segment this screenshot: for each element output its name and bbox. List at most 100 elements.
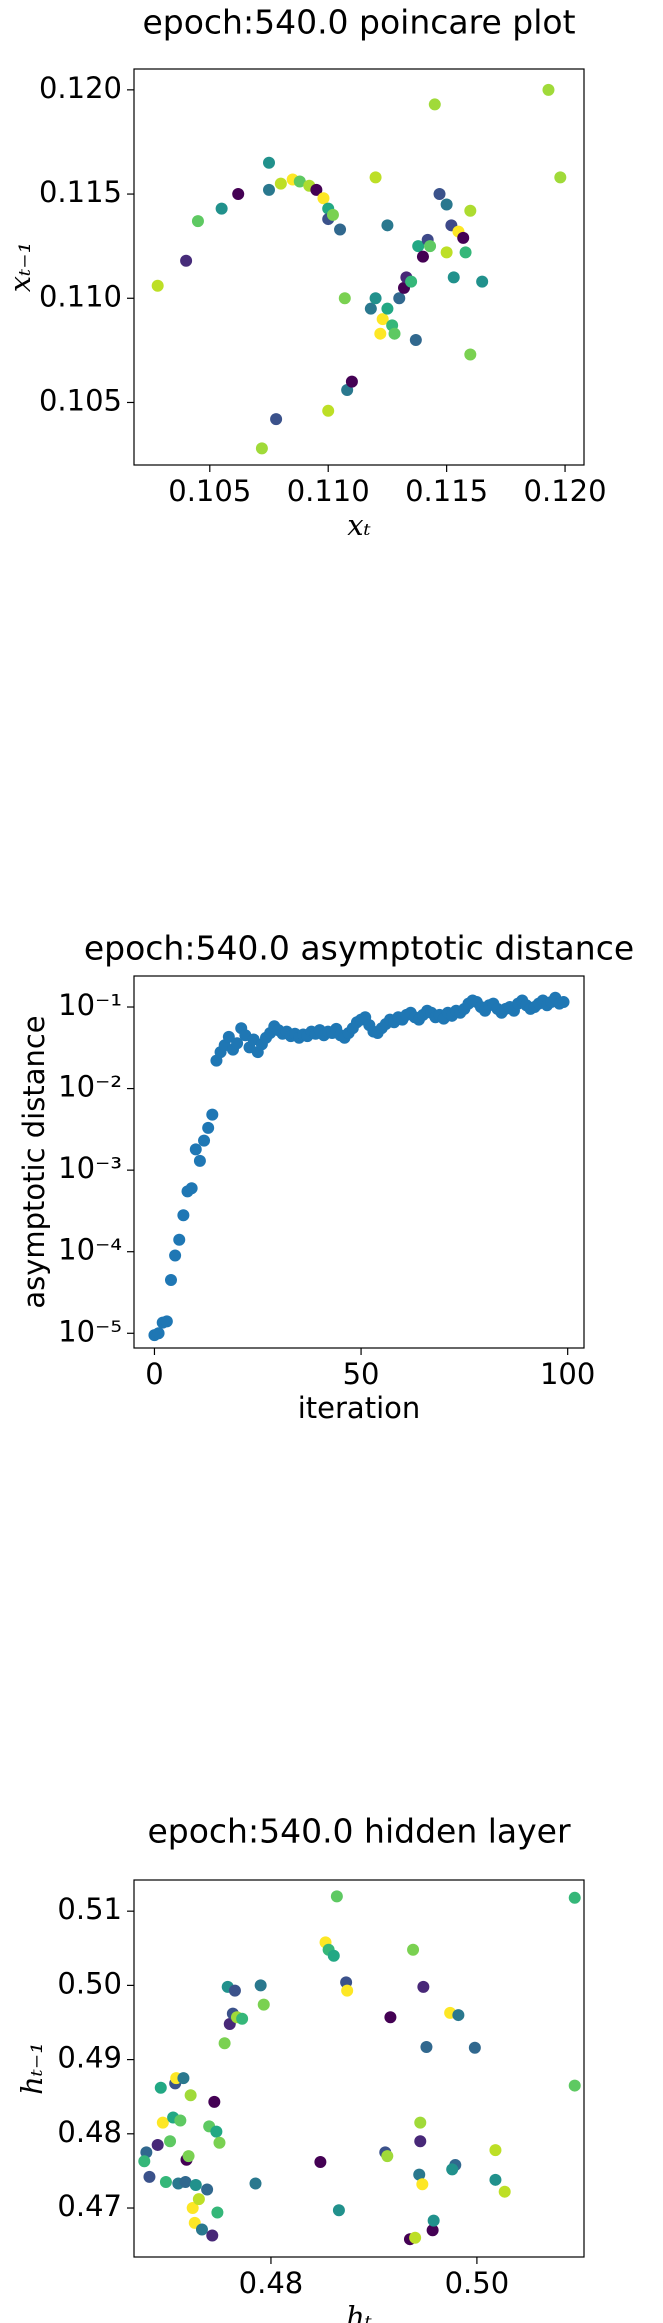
x-axis-label: iteration xyxy=(298,1391,421,1425)
point xyxy=(476,275,489,288)
point xyxy=(452,2009,465,2022)
x-tick-label: 0.50 xyxy=(445,2266,510,2300)
axes-frame xyxy=(133,68,585,466)
chart-title: epoch:540.0 hidden layer xyxy=(147,1812,570,1851)
point xyxy=(407,1943,420,1956)
point xyxy=(151,2138,164,2151)
y-tick-label: 0.51 xyxy=(57,1892,122,1926)
x-tick-label: 0.105 xyxy=(168,474,251,508)
point xyxy=(457,231,470,244)
y-axis-label: asymptotic distance xyxy=(17,1015,51,1308)
point xyxy=(193,1154,206,1167)
point xyxy=(263,156,275,169)
point xyxy=(381,2150,394,2163)
point xyxy=(160,1315,173,1328)
point xyxy=(374,327,387,340)
point xyxy=(274,177,287,190)
point xyxy=(182,2150,195,2163)
point xyxy=(254,1979,267,1992)
point xyxy=(414,2135,427,2148)
axes-frame xyxy=(133,1879,585,2258)
point xyxy=(156,2116,169,2129)
point xyxy=(151,279,164,292)
y-axis-label: xₜ₋₁ xyxy=(3,242,37,292)
point xyxy=(388,327,401,340)
point xyxy=(557,996,570,1009)
point xyxy=(427,2214,440,2227)
point xyxy=(345,375,358,388)
subplot: epoch:540.0 poincare plot 0.105 0.110 0.115… xyxy=(3,3,607,543)
x-tick-label: 0.110 xyxy=(287,474,370,508)
point xyxy=(263,183,275,196)
y-tick-label: 10⁻⁵ xyxy=(58,1314,122,1348)
point xyxy=(426,2224,439,2237)
point xyxy=(542,83,555,96)
y-tick-label: 10⁻² xyxy=(58,1070,122,1104)
point xyxy=(236,2012,249,2025)
y-tick-label: 0.105 xyxy=(39,383,122,417)
y-tick-label: 0.49 xyxy=(57,2041,122,2075)
point xyxy=(341,1984,354,1997)
point xyxy=(416,2178,429,2191)
y-tick-label: 0.50 xyxy=(57,1966,122,2000)
point xyxy=(202,1121,215,1134)
point xyxy=(327,1949,340,1962)
x-axis-label: xₜ xyxy=(347,508,371,542)
point xyxy=(440,198,453,211)
point xyxy=(433,188,446,201)
point xyxy=(424,240,437,253)
point xyxy=(310,183,323,196)
point xyxy=(498,2185,511,2198)
point xyxy=(179,2176,192,2189)
point xyxy=(568,1891,581,1904)
point xyxy=(191,215,204,228)
point xyxy=(330,1890,343,1903)
point xyxy=(420,2040,433,2053)
point xyxy=(173,1233,186,1246)
point xyxy=(326,208,339,221)
point xyxy=(208,2095,221,2108)
y-tick-label: 10⁻⁴ xyxy=(58,1233,122,1267)
point xyxy=(206,1108,219,1121)
point xyxy=(189,2179,202,2192)
point xyxy=(169,1249,182,1262)
point xyxy=(376,313,389,326)
point xyxy=(369,171,382,184)
point xyxy=(143,2170,156,2183)
point xyxy=(195,2223,208,2236)
point xyxy=(489,2144,502,2157)
point xyxy=(206,2229,219,2242)
point xyxy=(369,292,382,305)
x-tick-label: 100 xyxy=(540,1357,595,1391)
point xyxy=(317,192,330,205)
point xyxy=(189,1143,202,1156)
point xyxy=(185,1182,198,1195)
point xyxy=(409,333,422,346)
chart-title: epoch:540.0 poincare plot xyxy=(142,3,575,42)
y-tick-label: 0.120 xyxy=(39,71,122,105)
point xyxy=(322,404,335,417)
point xyxy=(464,348,477,361)
y-axis-label: hₜ₋₁ xyxy=(15,2042,49,2095)
point xyxy=(152,1327,165,1340)
x-tick-label: 0.48 xyxy=(239,2266,304,2300)
point xyxy=(459,246,472,259)
point xyxy=(554,171,567,184)
point xyxy=(364,302,377,315)
point xyxy=(412,240,425,253)
point xyxy=(568,2079,581,2092)
axes-frame xyxy=(133,975,585,1349)
point xyxy=(159,2176,172,2189)
point xyxy=(334,223,347,236)
point xyxy=(211,2206,224,2219)
y-tick-label: 0.47 xyxy=(57,2189,122,2223)
point xyxy=(417,1980,430,1993)
point xyxy=(231,1037,244,1050)
point xyxy=(255,442,268,455)
point xyxy=(293,175,306,188)
point xyxy=(381,219,394,232)
point xyxy=(338,292,351,305)
y-tick-label: 0.115 xyxy=(39,175,122,209)
point xyxy=(177,2072,190,2085)
point xyxy=(393,292,406,305)
